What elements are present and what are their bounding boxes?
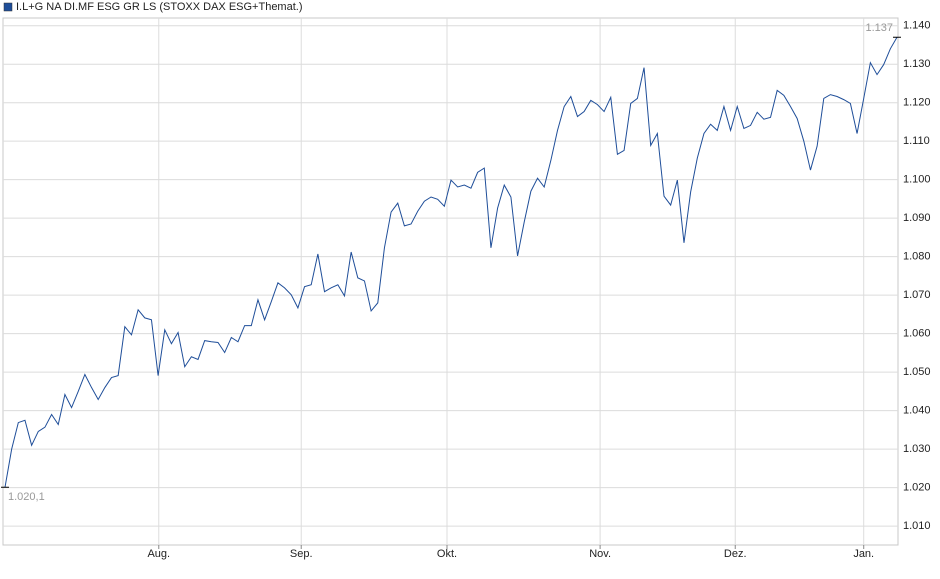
y-tick-label: 1.040 bbox=[903, 405, 931, 417]
y-tick-label: 1.120 bbox=[903, 97, 931, 109]
x-tick-label: Jan. bbox=[853, 548, 874, 560]
legend-label: I.L+G NA DI.MF ESG GR LS (STOXX DAX ESG+… bbox=[16, 1, 303, 13]
y-tick-label: 1.110 bbox=[903, 135, 930, 147]
plot-frame bbox=[2, 17, 899, 546]
y-tick-label: 1.140 bbox=[903, 20, 931, 32]
legend-swatch bbox=[3, 2, 13, 12]
y-tick-label: 1.080 bbox=[903, 251, 931, 263]
y-tick-label: 1.020 bbox=[903, 482, 931, 494]
x-tick-label: Nov. bbox=[589, 548, 611, 560]
y-tick-label: 1.050 bbox=[903, 366, 931, 378]
end-label: 1.137 bbox=[865, 22, 893, 34]
y-tick-label: 1.070 bbox=[903, 289, 931, 301]
x-tick-label: Okt. bbox=[437, 548, 457, 560]
y-tick-label: 1.090 bbox=[903, 212, 931, 224]
start-label: 1.020,1 bbox=[8, 491, 45, 503]
y-tick-label: 1.060 bbox=[903, 328, 931, 340]
y-tick-label: 1.130 bbox=[903, 58, 931, 70]
y-tick-label: 1.030 bbox=[903, 443, 931, 455]
y-tick-label: 1.010 bbox=[903, 520, 931, 532]
y-tick-label: 1.100 bbox=[903, 174, 931, 186]
x-tick-label: Aug. bbox=[147, 548, 170, 560]
x-tick-label: Dez. bbox=[724, 548, 747, 560]
price-line bbox=[4, 37, 898, 488]
x-tick-label: Sep. bbox=[290, 548, 313, 560]
